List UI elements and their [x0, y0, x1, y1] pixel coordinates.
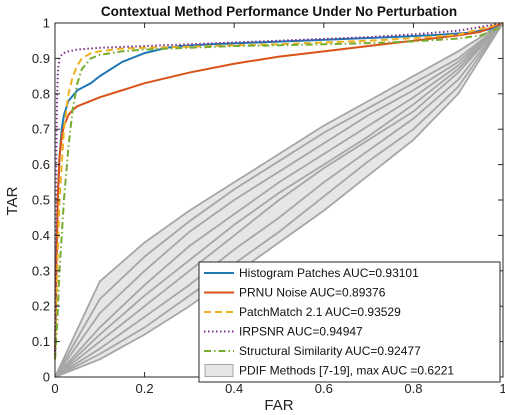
legend-entry-3: PatchMatch 2.1 AUC=0.93529	[239, 305, 401, 319]
series-line-2	[54, 22, 504, 360]
legend-swatch-band	[204, 364, 234, 377]
series-line-4	[54, 22, 504, 360]
x-tick-label: 0.4	[225, 381, 243, 396]
legend: Histogram Patches AUC=0.93101 PRNU Noise …	[198, 261, 501, 383]
pdif-line-3	[54, 22, 504, 378]
y-tick-label: 1	[43, 16, 50, 31]
x-tick-label: 0.2	[136, 381, 154, 396]
x-tick-label: 0.6	[315, 381, 333, 396]
x-axis-label: FAR	[264, 397, 293, 414]
pdif-line-1	[54, 22, 504, 378]
ticks-layer: 0 0.2 0.4 0.6 0.8 1 0 0.1 0.2 0.3 0.4 0.5 0.6 0.7 0.8 0…	[32, 16, 505, 397]
y-tick-label: 0.2	[32, 299, 50, 314]
legend-box	[198, 261, 501, 383]
x-tick-label: 0.8	[404, 381, 422, 396]
plot-area	[54, 22, 504, 378]
y-tick-label: 0.3	[32, 263, 50, 278]
legend-entry-5: Structural Similarity AUC=0.92477	[239, 344, 421, 358]
pdif-line-6	[54, 22, 504, 378]
pdif-lines-layer	[54, 22, 504, 378]
legend-entry-1: Histogram Patches AUC=0.93101	[239, 266, 419, 280]
y-tick-label: 0	[43, 370, 50, 385]
pdif-line-4	[54, 22, 504, 378]
x-tick-label: 1	[499, 381, 505, 396]
y-tick-label: 0.6	[32, 157, 50, 172]
series-line-3	[54, 22, 504, 360]
pdif-line-9	[54, 22, 504, 378]
chart-title: Contextual Method Performance Under No P…	[101, 4, 457, 19]
legend-entry-2: PRNU Noise AUC=0.89376	[239, 286, 386, 300]
pdif-line-5	[54, 22, 504, 378]
legend-entry-6: PDIF Methods [7-19], max AUC =0.6221	[239, 364, 454, 378]
y-tick-label: 0.8	[32, 86, 50, 101]
y-axis-label: TAR	[4, 186, 21, 215]
pdif-line-8	[54, 22, 504, 378]
series-layer	[54, 22, 504, 360]
pdif-line-7	[54, 22, 504, 378]
x-tick-label: 0	[51, 381, 58, 396]
y-tick-label: 0.1	[32, 334, 50, 349]
y-tick-label: 0.5	[32, 193, 50, 208]
pdif-line-2	[54, 22, 504, 378]
series-line-5	[54, 25, 504, 360]
y-tick-label: 0.9	[32, 51, 50, 66]
y-tick-label: 0.4	[32, 228, 50, 243]
legend-entry-4: IRPSNR AUC=0.94947	[239, 325, 363, 339]
y-tick-label: 0.7	[32, 122, 50, 137]
